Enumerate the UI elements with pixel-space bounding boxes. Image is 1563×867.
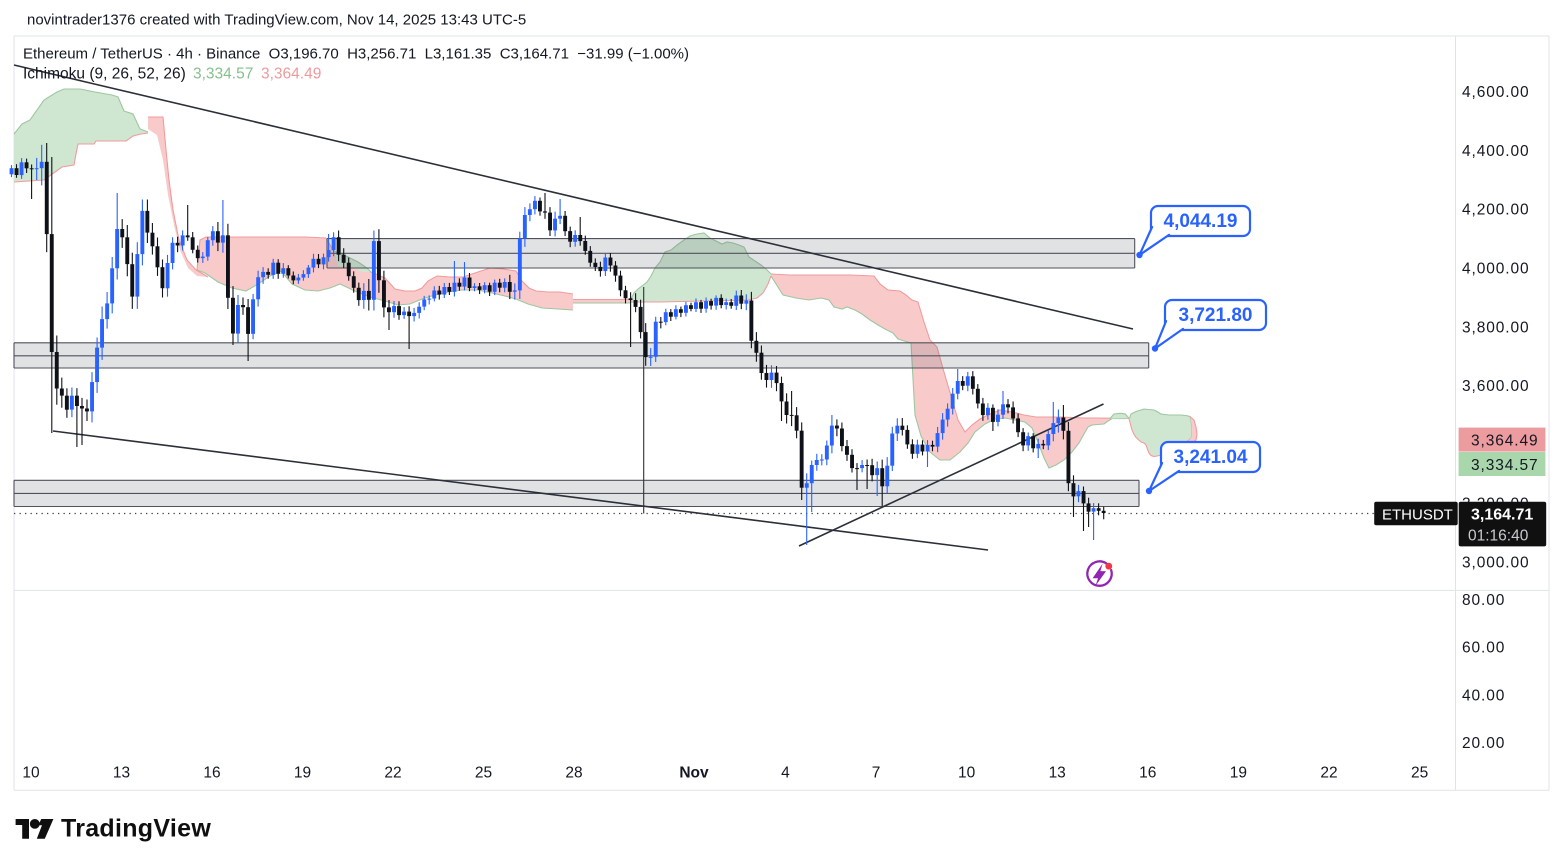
svg-text:13: 13 [1049, 765, 1066, 782]
svg-text:4,200.00: 4,200.00 [1462, 202, 1530, 219]
svg-text:10: 10 [958, 765, 976, 782]
svg-text:3,334.57: 3,334.57 [193, 66, 253, 83]
svg-text:novintrader1376 created with T: novintrader1376 created with TradingView… [27, 12, 526, 29]
svg-text:25: 25 [475, 765, 492, 782]
svg-text:22: 22 [384, 765, 401, 782]
svg-text:01:16:40: 01:16:40 [1468, 528, 1529, 545]
svg-text:16: 16 [203, 765, 220, 782]
svg-text:4: 4 [781, 765, 790, 782]
svg-text:4,400.00: 4,400.00 [1462, 143, 1530, 160]
svg-text:ETHUSDT: ETHUSDT [1382, 506, 1453, 523]
svg-text:Ethereum / TetherUS · 4h · Bin: Ethereum / TetherUS · 4h · Binance O3,19… [23, 46, 689, 63]
svg-text:Ichimoku (9, 26, 52, 26): Ichimoku (9, 26, 52, 26) [23, 66, 186, 83]
svg-text:10: 10 [22, 765, 40, 782]
svg-text:16: 16 [1139, 765, 1156, 782]
svg-text:4,600.00: 4,600.00 [1462, 84, 1530, 101]
svg-text:22: 22 [1320, 765, 1337, 782]
svg-text:3,721.80: 3,721.80 [1179, 305, 1253, 326]
svg-text:TradingView: TradingView [61, 815, 211, 843]
svg-text:3,364.49: 3,364.49 [1471, 433, 1539, 450]
svg-text:3,000.00: 3,000.00 [1462, 554, 1530, 571]
svg-text:3,164.71: 3,164.71 [1471, 507, 1533, 524]
svg-text:Nov: Nov [679, 765, 709, 782]
svg-text:80.00: 80.00 [1462, 592, 1505, 609]
svg-text:4,044.19: 4,044.19 [1164, 211, 1238, 232]
svg-text:3,334.57: 3,334.57 [1471, 457, 1539, 474]
svg-text:3,800.00: 3,800.00 [1462, 319, 1530, 336]
svg-text:7: 7 [872, 765, 881, 782]
svg-text:3,364.49: 3,364.49 [261, 66, 321, 83]
svg-text:3,600.00: 3,600.00 [1462, 378, 1530, 395]
svg-text:28: 28 [565, 765, 582, 782]
svg-text:60.00: 60.00 [1462, 640, 1505, 657]
svg-text:19: 19 [294, 765, 311, 782]
svg-text:3,241.04: 3,241.04 [1174, 447, 1248, 468]
svg-text:20.00: 20.00 [1462, 735, 1505, 752]
svg-text:13: 13 [113, 765, 130, 782]
svg-text:4,000.00: 4,000.00 [1462, 261, 1530, 278]
svg-text:40.00: 40.00 [1462, 687, 1505, 704]
svg-text:25: 25 [1411, 765, 1428, 782]
svg-text:19: 19 [1230, 765, 1247, 782]
